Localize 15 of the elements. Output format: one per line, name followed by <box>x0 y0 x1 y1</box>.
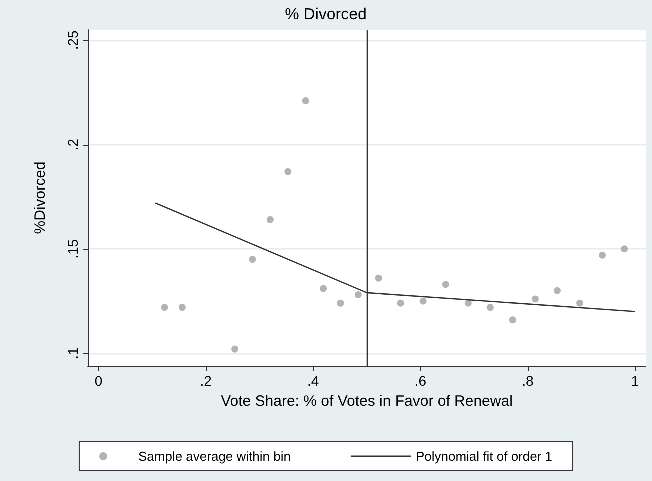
y-tick-label: .15 <box>65 239 81 259</box>
x-tick-label: 0 <box>94 373 103 389</box>
x-tick-label: 1 <box>631 373 640 389</box>
x-tick-label: .8 <box>522 373 534 389</box>
y-axis-title: %Divorced <box>32 162 49 234</box>
legend-label: Polynomial fit of order 1 <box>416 449 553 464</box>
y-tick-label: .2 <box>65 138 81 151</box>
x-tick-label: .4 <box>308 373 320 389</box>
legend-label: Sample average within bin <box>138 449 291 464</box>
x-axis-title: Vote Share: % of Votes in Favor of Renewal <box>221 393 513 410</box>
x-tick-label: .2 <box>200 373 212 389</box>
y-tick-label: .25 <box>65 30 81 50</box>
x-tick-label: .6 <box>414 373 427 389</box>
chart-title: % Divorced <box>285 6 367 24</box>
y-tick-label: .1 <box>65 347 81 360</box>
